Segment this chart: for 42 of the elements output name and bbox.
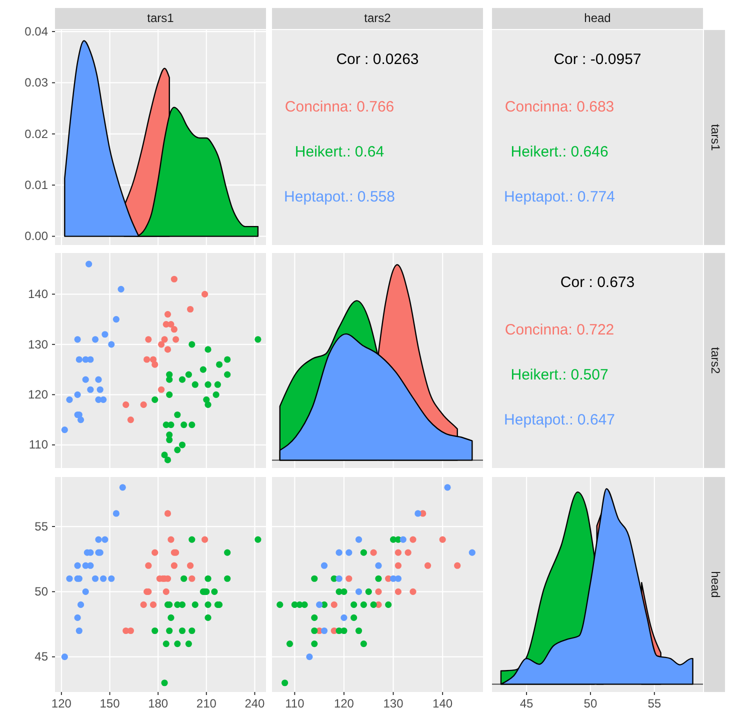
text: Heptapot.: 0.558 xyxy=(284,188,395,206)
x-tick-label: 180 xyxy=(148,696,168,711)
x-tick-label: 110 xyxy=(285,696,305,711)
x-tick-label: 150 xyxy=(100,696,120,711)
chart-title: tars1 xyxy=(147,11,174,26)
text: tars1 xyxy=(708,124,722,152)
text: Heikert.: 0.64 xyxy=(294,144,384,161)
text: Concinna: 0.683 xyxy=(504,98,614,116)
y-tick-label: 0.02 xyxy=(24,126,48,141)
y-tick-label: 50 xyxy=(34,584,48,599)
text: head xyxy=(584,11,611,26)
text: tars2 xyxy=(708,347,722,374)
text: Heptapot.: 0.774 xyxy=(504,188,615,206)
y-tick-label: 0.00 xyxy=(24,229,48,244)
x-tick-label: 130 xyxy=(383,696,404,711)
text: Heikert.: 0.646 xyxy=(510,144,608,161)
x-tick-label: 140 xyxy=(432,696,453,711)
text: Heikert.: 0.507 xyxy=(510,366,608,384)
x-tick-label: 210 xyxy=(196,696,217,711)
x-tick-label: 50 xyxy=(584,696,598,711)
y-tick-label: 0.03 xyxy=(24,76,48,90)
text: Cor : -0.0957 xyxy=(554,51,642,68)
y-tick-label: 45 xyxy=(34,650,48,664)
y-tick-label: 130 xyxy=(28,337,48,352)
y-tick-label: 110 xyxy=(28,438,48,452)
x-tick-label: 240 xyxy=(244,696,266,711)
y-tick-label: 55 xyxy=(34,519,48,534)
y-tick-label: 0.04 xyxy=(24,24,48,38)
y2-axis-title: head xyxy=(708,571,722,598)
x-tick-label: 55 xyxy=(648,696,662,711)
y-tick-label: 120 xyxy=(28,388,48,402)
text: Cor : 0.0263 xyxy=(336,51,419,68)
text: tars2 xyxy=(364,11,392,26)
text: Heptapot.: 0.647 xyxy=(504,412,615,429)
y-tick-label: 140 xyxy=(28,287,48,302)
y-tick-label: 0.01 xyxy=(24,178,48,192)
text: Concinna: 0.766 xyxy=(284,98,394,116)
x-tick-label: 45 xyxy=(520,696,534,711)
text: Concinna: 0.722 xyxy=(504,321,614,338)
x-tick-label: 120 xyxy=(51,696,72,711)
x-tick-label: 120 xyxy=(334,696,354,711)
text: Cor : 0.673 xyxy=(560,274,635,292)
